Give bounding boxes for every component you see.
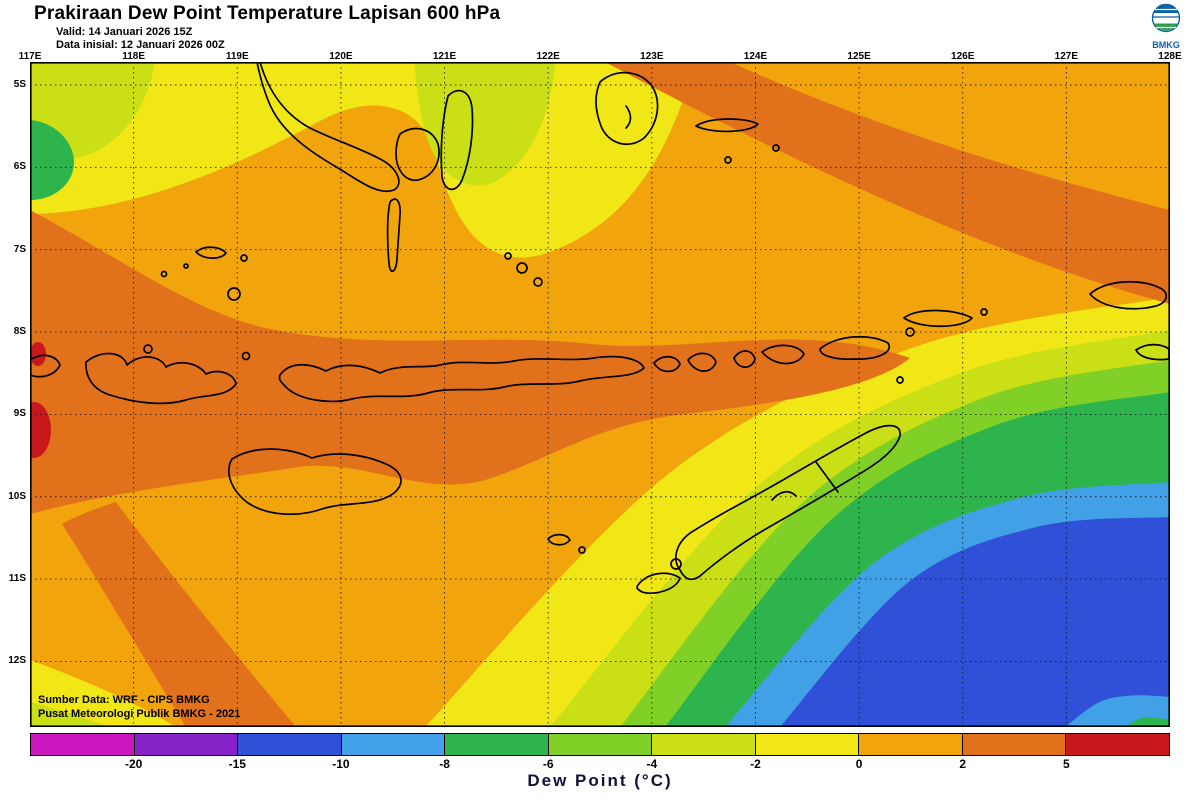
- credit-org: Pusat Meteorologi Publik BMKG - 2021: [38, 708, 241, 720]
- colorbar-tick-label: 5: [1063, 757, 1070, 771]
- colorbar-segment: [962, 734, 1067, 755]
- contour-bl-stripes: [30, 660, 176, 727]
- page-title: Prakiraan Dew Point Temperature Lapisan …: [34, 3, 501, 24]
- island-pantar: [733, 350, 756, 368]
- lon-label: 120E: [329, 51, 353, 62]
- timor-enclave: [771, 490, 797, 501]
- colorbar-segment: [652, 734, 756, 755]
- contour-chartreuse-bl: [30, 702, 108, 727]
- colorbar-tick-label: -8: [439, 757, 450, 771]
- coast-south-sulawesi: [256, 61, 400, 193]
- colorbar-title: Dew Point (°C): [527, 771, 673, 790]
- valid-time-text: Valid: 14 Januari 2026 15Z: [56, 26, 193, 38]
- colorbar-segment: [1066, 734, 1170, 755]
- init-time-text: Data inisial: 12 Januari 2026 00Z: [56, 39, 225, 51]
- map-frame: [30, 62, 1171, 728]
- contour-chartreuse-topmid: [415, 62, 555, 186]
- contour-se-bands: [425, 297, 1170, 727]
- contour-band: [780, 517, 1170, 727]
- colorbar-tick-label: -2: [750, 757, 761, 771]
- gridlines: [30, 62, 1170, 727]
- contour-red-spot-small: [30, 342, 46, 366]
- island-sumbawa: [85, 352, 237, 405]
- island-jampea: [195, 246, 227, 259]
- lat-label: 6S: [13, 161, 26, 173]
- colorbar-tick-label: -6: [542, 757, 554, 771]
- contour-darkorange-ne-band: [605, 62, 1170, 304]
- lon-label: 122E: [536, 51, 560, 62]
- colorbar-tick-label: -20: [124, 757, 143, 771]
- island-tukangbesi: [595, 71, 659, 146]
- lat-label: 8S: [13, 326, 26, 338]
- colorbar-tick-label: 2: [959, 757, 967, 771]
- lon-label: 127E: [1054, 51, 1079, 62]
- bmkg-logo-text: BMKG: [1152, 40, 1180, 50]
- lat-label: 5S: [13, 79, 26, 90]
- island-lembata: [687, 352, 717, 372]
- island-banda-arc: [695, 118, 759, 133]
- bmkg-logo: BMKG: [1142, 2, 1190, 50]
- island-wetar: [819, 335, 891, 360]
- island-rote: [636, 572, 681, 595]
- colorbar-segment: [134, 734, 239, 755]
- contour-darkorange-sw-arm: [62, 502, 296, 727]
- colorbar-tick-label: -10: [332, 757, 350, 771]
- colorbar-tick-label: -15: [228, 757, 246, 771]
- contour-band: [1125, 717, 1170, 727]
- island-buton: [440, 89, 474, 191]
- colorbar-segment: [238, 734, 342, 755]
- island-muna: [395, 127, 440, 181]
- lon-label: 124E: [743, 51, 768, 62]
- island-savu: [547, 533, 571, 546]
- lat-label: 9S: [13, 408, 26, 420]
- lon-label: 128E: [1158, 51, 1182, 62]
- colorbar-segment: [859, 734, 963, 755]
- island-flores: [278, 355, 645, 403]
- lat-label: 10S: [8, 490, 26, 502]
- island-selayar: [386, 198, 401, 272]
- contour-nw-shapes: [30, 62, 695, 258]
- island-adonara: [653, 355, 681, 373]
- lon-label: 119E: [225, 51, 249, 62]
- colorbar-segment: [341, 734, 446, 755]
- colorbar-tick-label: 0: [855, 757, 863, 771]
- colorbar-segment: [755, 734, 860, 755]
- lat-label: 12S: [8, 655, 26, 667]
- timor-border: [815, 461, 839, 493]
- lon-label: 125E: [847, 51, 871, 62]
- lon-label: 121E: [432, 51, 457, 62]
- lon-label: 126E: [951, 51, 975, 62]
- island-babar: [903, 309, 973, 328]
- island-lombok: [29, 354, 61, 378]
- bmkg-globe-icon: [1151, 3, 1181, 33]
- map-svg: [17, 61, 1171, 728]
- colorbar-segment: [445, 734, 549, 755]
- lat-label: 7S: [13, 243, 26, 255]
- map-area: [17, 61, 1171, 728]
- contour-green-west-blob: [30, 120, 74, 200]
- island-timor: [675, 424, 901, 581]
- lon-label: 118E: [122, 51, 146, 62]
- island-tanimbar: [1089, 280, 1168, 310]
- credit-source: Sumber Data: WRF - CIPS BMKG: [38, 694, 210, 706]
- island-sumba: [228, 448, 402, 516]
- lon-label: 117E: [18, 51, 42, 62]
- colorbar-segment: [548, 734, 653, 755]
- colorbar: [30, 733, 1170, 756]
- lat-label: 11S: [8, 573, 26, 585]
- colorbar-tick-label: -4: [646, 757, 658, 771]
- islands-group: [29, 61, 1170, 595]
- colorbar-ticks: -20 -15 -10 -8 -6 -4 -2 0 2 5: [30, 757, 1170, 772]
- contour-yellow-bl: [30, 660, 176, 727]
- island-alor: [761, 344, 805, 365]
- lon-label: 123E: [640, 51, 664, 62]
- colorbar-segment: [31, 734, 135, 755]
